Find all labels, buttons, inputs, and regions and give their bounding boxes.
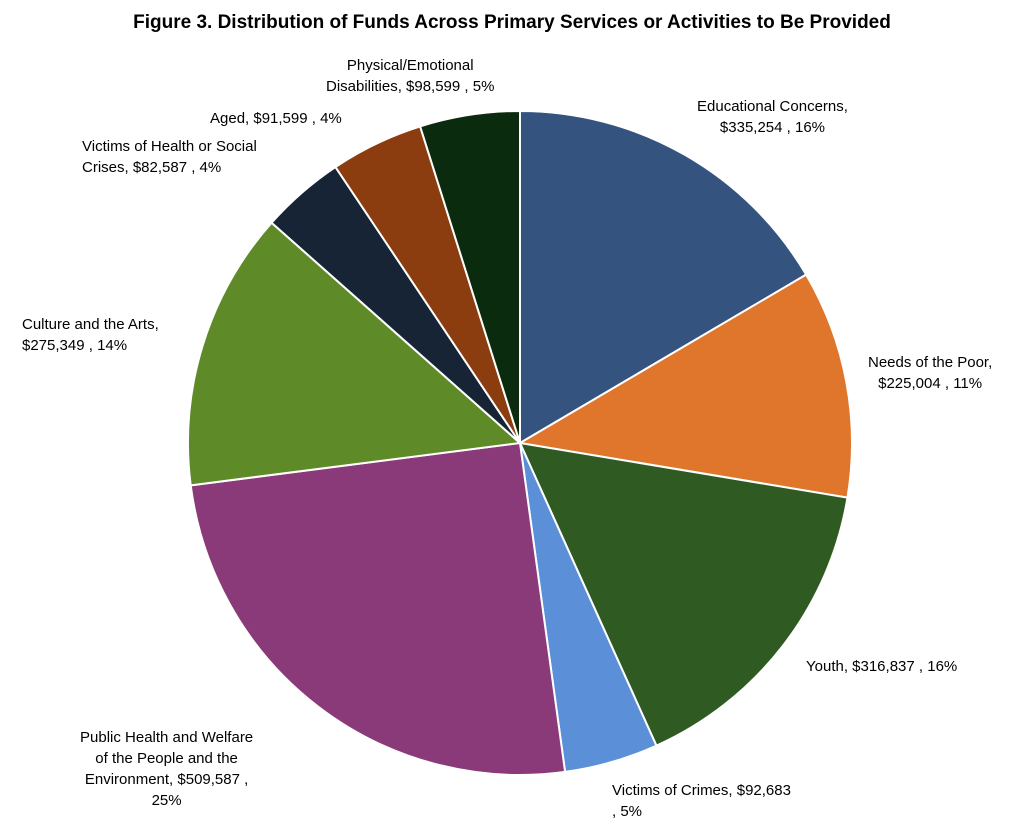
data-label-line: Needs of the Poor, — [868, 354, 993, 371]
data-label-line: of the People and the — [95, 750, 238, 767]
data-label-line: Culture and the Arts, — [22, 316, 159, 333]
data-label-line: Aged, $91,599 , 4% — [210, 110, 342, 127]
pie-slice-public-health-and-welfare-of-the-people-and-the-environment — [189, 441, 567, 776]
data-label-public-health-and-welfare-of-the-people-and-the-environment: Public Health and Welfare of the People a… — [80, 727, 253, 811]
data-label-line: , 5% — [612, 803, 643, 820]
data-label-culture-and-the-arts: Culture and the Arts, $275,349 , 14% — [22, 314, 159, 356]
data-label-line: Disabilities, $98,599 , 5% — [326, 78, 495, 95]
data-label-line: $335,254 , 16% — [719, 119, 826, 136]
data-label-line: Victims of Health or Social — [82, 138, 257, 155]
data-label-line: Victims of Crimes, $92,683 — [612, 782, 791, 799]
data-label-line: 25% — [151, 792, 182, 809]
pie-slice-culture-and-the-arts — [187, 221, 523, 487]
data-label-line: $225,004 , 11% — [878, 375, 983, 392]
data-label-educational-concerns: Educational Concerns, $335,254 , 16% — [697, 96, 848, 138]
data-label-line: Crises, $82,587 , 4% — [82, 159, 222, 176]
data-label-victims-of-crimes: Victims of Crimes, $92,683 , 5% — [612, 780, 791, 822]
data-label-victims-of-health-or-social-crises: Victims of Health or Social Crises, $82,5… — [82, 136, 257, 178]
data-label-aged: Aged, $91,599 , 4% — [210, 108, 342, 129]
data-label-line: Environment, $509,587 , — [84, 771, 249, 788]
data-label-needs-of-the-poor: Needs of the Poor, $225,004 , 11% — [868, 352, 992, 394]
data-label-physical-emotional-disabilities: Physical/Emotional Disabilities, $98,599 … — [326, 55, 494, 97]
data-label-line: Educational Concerns, — [697, 98, 848, 115]
data-label-line: Physical/Emotional — [346, 57, 474, 74]
data-label-youth: Youth, $316,837 , 16% — [806, 656, 957, 677]
data-label-line: Youth, $316,837 , 16% — [806, 658, 958, 675]
data-label-line: $275,349 , 14% — [22, 337, 128, 354]
pie-slice-needs-of-the-poor — [517, 273, 853, 499]
pie-slice-physical-emotional-disabilities — [418, 109, 521, 444]
data-label-line: Public Health and Welfare — [80, 729, 254, 746]
pie-slice-educational-concerns — [519, 109, 808, 445]
chart-title: Figure 3. Distribution of Funds Across P… — [133, 12, 891, 33]
pie-slice-youth — [518, 441, 849, 747]
